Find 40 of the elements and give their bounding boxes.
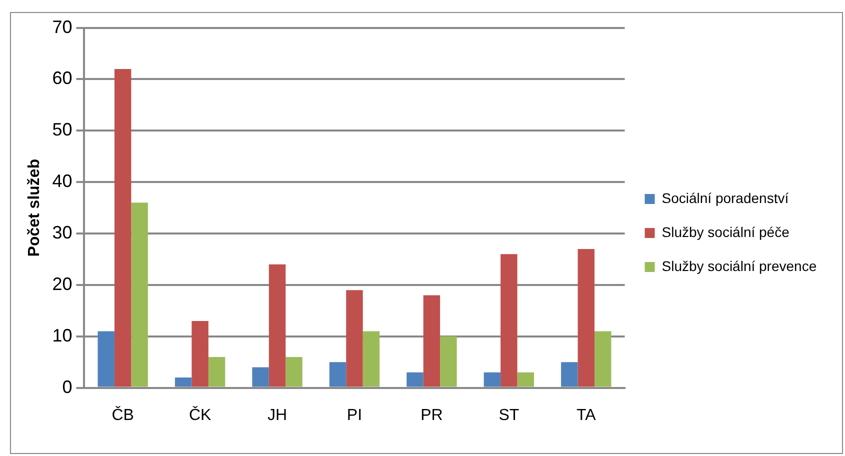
x-tick-label: ČB (112, 406, 134, 424)
y-axis-title: Počet služeb (26, 158, 44, 257)
bar (440, 336, 457, 387)
legend-label: Sociální poradenství (662, 190, 789, 206)
bar (98, 331, 114, 387)
legend-label: Služby sociální prevence (662, 258, 817, 274)
y-tick-label: 30 (52, 222, 72, 242)
bar (561, 362, 578, 387)
y-tick-label: 50 (52, 120, 72, 140)
x-tick-label: PI (346, 406, 362, 424)
bar (252, 367, 269, 387)
bar (362, 331, 380, 387)
bar (329, 362, 346, 387)
bar (594, 331, 612, 387)
y-tick-label: 60 (52, 68, 72, 88)
bar (578, 248, 595, 387)
legend-label: Služby sociální péče (662, 224, 790, 240)
bar (131, 202, 148, 387)
bar (192, 320, 208, 387)
bar (174, 378, 192, 387)
y-tick-label: 0 (62, 376, 72, 397)
bar (114, 68, 132, 387)
bar (484, 372, 501, 387)
bar (268, 264, 286, 387)
x-tick-label: JH (267, 406, 288, 424)
x-tick-label: ST (498, 406, 520, 424)
bar (406, 372, 424, 387)
y-tick-label: 70 (52, 16, 72, 37)
bar (517, 372, 534, 387)
x-tick-label: ČK (188, 406, 212, 424)
bar (500, 254, 518, 387)
x-tick-label: TA (576, 406, 596, 424)
y-tick-label: 40 (52, 171, 72, 192)
y-tick-label: 20 (52, 274, 72, 294)
bar (423, 295, 440, 387)
bar (286, 356, 302, 387)
bar (208, 356, 226, 387)
y-tick-label: 10 (52, 325, 72, 346)
x-tick-label: PR (420, 406, 443, 424)
bar (346, 290, 363, 387)
